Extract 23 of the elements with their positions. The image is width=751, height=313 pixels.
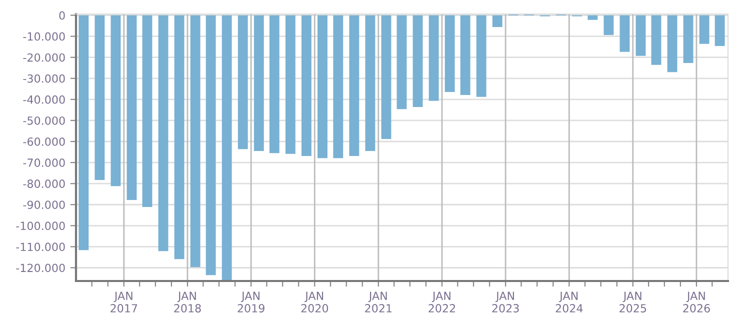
y-tick-label: -40.000 [23,95,65,104]
x-tick-label: JAN 2022 [428,292,455,312]
y-tick-label: -30.000 [23,74,65,83]
x-tick-label: JAN 2018 [174,292,201,312]
y-tick-label: -20.000 [23,53,65,62]
y-tick-label: -50.000 [23,116,65,125]
x-tick-label: JAN 2025 [620,292,646,312]
x-tick-label: JAN 2023 [492,292,519,312]
x-tick-label: JAN 2017 [110,292,138,312]
x-tick-label: JAN 2024 [556,292,583,312]
x-tick-label: JAN 2026 [683,292,710,312]
y-tick-label: -60.000 [23,137,65,146]
y-tick-label: 0 [59,11,65,20]
y-tick-label: -110.000 [16,242,65,252]
y-tick-label: -90.000 [23,200,65,210]
y-tick-label: -100.000 [16,222,65,230]
y-tick-label: -80.000 [23,180,65,188]
y-tick-label: -70.000 [23,158,65,167]
y-tick-label: -10.000 [23,32,65,41]
y-tick-label: -120.000 [16,264,65,272]
x-tick-label: JAN 2020 [301,292,328,312]
x-tick-label: JAN 2019 [238,292,264,312]
x-tick-label: JAN 2021 [365,292,392,312]
